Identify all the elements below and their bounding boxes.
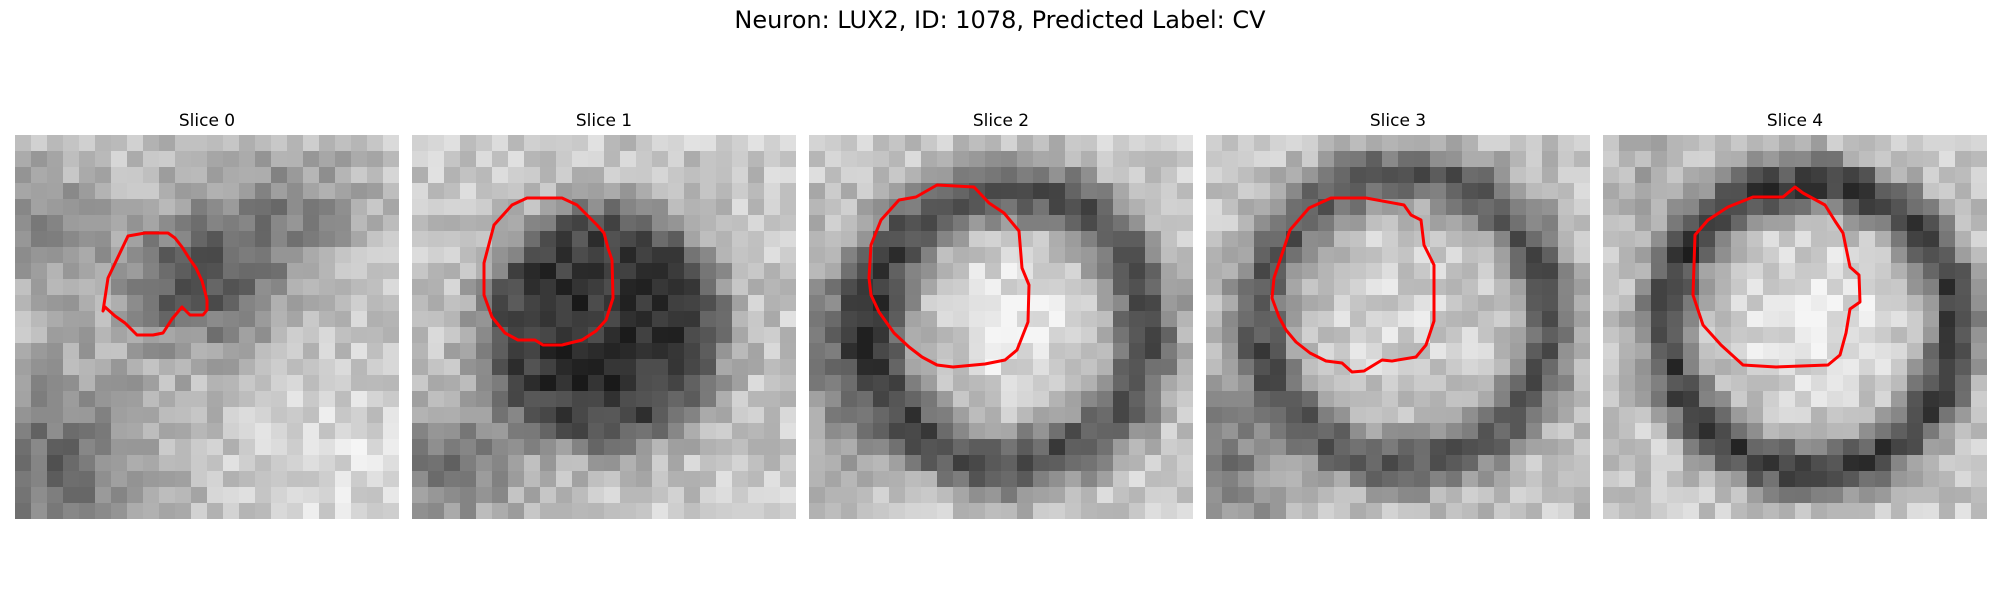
slice-title: Slice 3 bbox=[1369, 111, 1427, 131]
pixel-grid bbox=[412, 135, 796, 519]
slice-image bbox=[1206, 135, 1590, 519]
figure-title: Neuron: LUX2, ID: 1078, Predicted Label:… bbox=[734, 6, 1266, 34]
slice-image bbox=[809, 135, 1193, 519]
slice-title: Slice 2 bbox=[972, 111, 1030, 131]
slice-image bbox=[412, 135, 796, 519]
pixel-grid bbox=[1603, 135, 1987, 519]
slice-image-canvas bbox=[1206, 135, 1590, 519]
slice-title: Slice 1 bbox=[575, 111, 633, 131]
slice-panel-3: Slice 3 bbox=[1206, 110, 1590, 519]
slice-image-canvas bbox=[15, 135, 399, 519]
slice-panel-1: Slice 1 bbox=[412, 110, 796, 519]
pixel-grid bbox=[15, 135, 399, 519]
slice-title: Slice 4 bbox=[1766, 111, 1824, 131]
slice-panel-2: Slice 2 bbox=[809, 110, 1193, 519]
slice-panel-4: Slice 4 bbox=[1603, 110, 1987, 519]
slice-image-canvas bbox=[1603, 135, 1987, 519]
pixel-grid bbox=[1206, 135, 1590, 519]
slice-panel-0: Slice 0 bbox=[15, 110, 399, 519]
slice-image-canvas bbox=[412, 135, 796, 519]
slice-image bbox=[1603, 135, 1987, 519]
pixel-grid bbox=[809, 135, 1193, 519]
segmentation-contour bbox=[867, 183, 1031, 369]
slice-title: Slice 0 bbox=[178, 111, 236, 131]
slice-image-canvas bbox=[809, 135, 1193, 519]
segmentation-contour bbox=[482, 196, 615, 347]
segmentation-contour bbox=[1270, 196, 1436, 374]
segmentation-contour bbox=[1691, 185, 1862, 369]
segmentation-contour bbox=[101, 231, 209, 337]
slice-image bbox=[15, 135, 399, 519]
